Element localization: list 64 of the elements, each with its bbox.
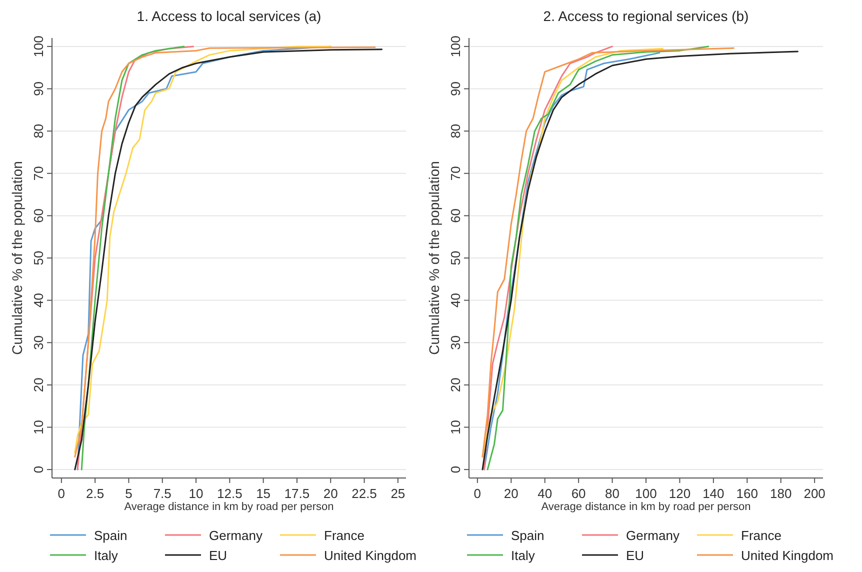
y-tick-label: 0 <box>31 466 46 474</box>
x-tick-label: 7.5 <box>153 486 172 501</box>
y-tick-label: 90 <box>448 82 463 96</box>
x-tick-label: 17.5 <box>284 486 310 501</box>
y-tick-label: 70 <box>448 166 463 181</box>
x-tick-label: 80 <box>605 486 620 501</box>
legend-label: Italy <box>511 548 536 563</box>
y-tick-label: 30 <box>448 335 463 350</box>
x-axis-title: Average distance in km by road per person <box>541 501 751 513</box>
legend-label: Germany <box>626 528 680 543</box>
y-tick-label: 20 <box>448 378 463 392</box>
line-series <box>483 46 614 470</box>
x-tick-label: 60 <box>571 486 586 501</box>
y-tick-label: 0 <box>448 466 463 474</box>
legend-label: United Kingdom <box>741 548 834 563</box>
legend-label: Spain <box>94 528 128 543</box>
x-tick-label: 10 <box>188 486 204 501</box>
x-axis-title: Average distance in km by road per person <box>124 501 334 513</box>
y-tick-label: 50 <box>448 250 463 266</box>
legend-label: France <box>324 528 364 543</box>
y-tick-label: 100 <box>448 36 463 58</box>
x-tick-label: 40 <box>538 486 552 501</box>
legend-label: France <box>741 528 782 543</box>
chart-title: 1. Access to local services (a) <box>136 8 322 24</box>
x-tick-label: 160 <box>736 486 758 501</box>
legend-label: Germany <box>209 528 263 543</box>
x-tick-label: 25 <box>390 486 406 501</box>
x-tick-label: 2.5 <box>86 486 104 501</box>
x-tick-label: 140 <box>702 486 724 501</box>
legend-label: EU <box>626 548 644 563</box>
x-tick-label: 100 <box>635 486 657 501</box>
y-tick-label: 80 <box>448 124 463 138</box>
chart-title: 2. Access to regional services (b) <box>543 8 749 24</box>
x-tick-label: 180 <box>770 486 792 501</box>
y-axis-title: Cumulative % of the population <box>9 161 25 355</box>
y-tick-label: 90 <box>31 82 46 96</box>
y-tick-label: 20 <box>31 378 46 392</box>
y-tick-label: 80 <box>31 124 46 138</box>
line-series <box>482 50 798 470</box>
y-tick-label: 40 <box>448 293 463 308</box>
legend-label: Italy <box>94 548 118 563</box>
x-tick-label: 20 <box>323 486 338 501</box>
y-tick-label: 10 <box>31 420 46 434</box>
y-tick-label: 60 <box>448 208 463 223</box>
y-tick-label: 100 <box>31 36 46 58</box>
y-tick-label: 60 <box>31 208 46 223</box>
y-axis-title: Cumulative % of the population <box>426 161 442 355</box>
x-tick-label: 22.5 <box>352 486 377 501</box>
x-tick-label: 0 <box>58 486 66 501</box>
x-tick-label: 20 <box>504 486 518 501</box>
legend-label: United Kingdom <box>324 548 416 563</box>
x-tick-label: 5 <box>125 486 132 501</box>
y-tick-label: 70 <box>31 166 46 181</box>
legend-label: EU <box>209 548 228 563</box>
x-tick-label: 120 <box>668 486 691 501</box>
y-tick-label: 30 <box>31 335 46 350</box>
y-tick-label: 50 <box>31 250 46 266</box>
x-tick-label: 15 <box>256 486 271 501</box>
legend-label: Spain <box>511 528 544 543</box>
y-tick-label: 10 <box>448 420 463 434</box>
x-tick-label: 0 <box>474 486 482 501</box>
x-tick-label: 12.5 <box>217 486 242 501</box>
y-tick-label: 40 <box>31 293 46 308</box>
x-tick-label: 200 <box>804 486 826 501</box>
